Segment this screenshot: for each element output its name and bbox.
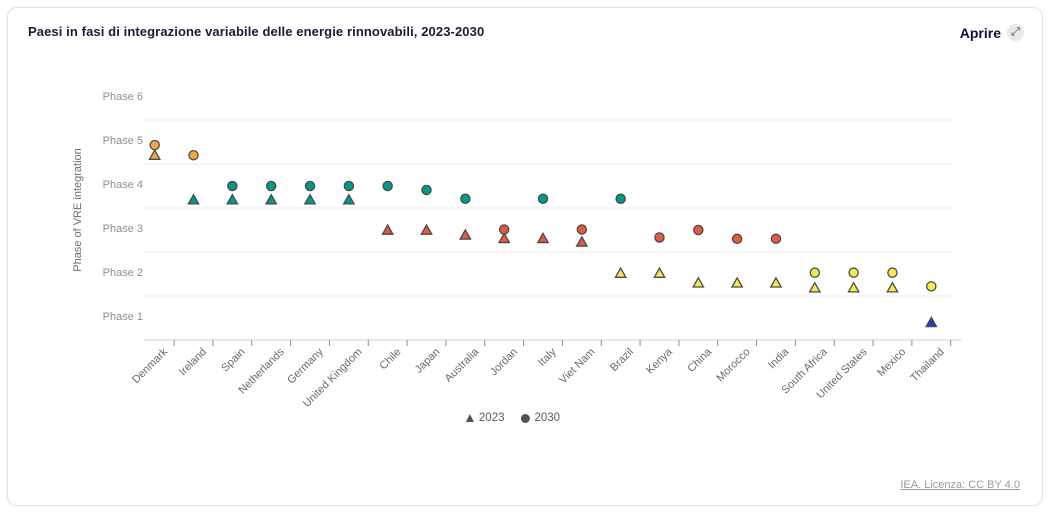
marker-2023-jordan[interactable] [497, 232, 511, 244]
chart-title: Paesi in fasi di integrazione variabile … [28, 24, 485, 39]
marker-2023-united-states[interactable] [847, 281, 860, 293]
marker-2030-italy[interactable] [537, 193, 549, 205]
marker-2030-chile[interactable] [382, 180, 393, 192]
marker-2030-united-kingdom[interactable] [343, 180, 355, 192]
chart-card: Paesi in fasi di integrazione variabile … [7, 7, 1043, 506]
marker-2023-denmark[interactable] [148, 148, 162, 161]
marker-2023-viet-nam[interactable] [575, 235, 589, 247]
marker-2030-viet-nam[interactable] [576, 224, 588, 235]
y-tick-label-phase-1: Phase 1 [102, 311, 143, 323]
marker-2030-united-states[interactable] [848, 267, 859, 278]
legend-item-2023[interactable]: 2023 [465, 412, 505, 424]
marker-2023-india[interactable] [769, 276, 783, 288]
marker-2030-australia[interactable] [460, 193, 471, 205]
marker-2030-brazil[interactable] [615, 193, 626, 205]
legend-item-2030[interactable]: 2030 [520, 412, 561, 424]
marker-2023-italy[interactable] [536, 232, 550, 244]
marker-2030-thailand[interactable] [926, 281, 937, 292]
marker-2030-china[interactable] [693, 224, 704, 236]
marker-2023-chile[interactable] [381, 223, 394, 235]
circle-marker-icon [520, 413, 530, 423]
marker-2023-mexico[interactable] [886, 281, 899, 293]
marker-2023-south-africa[interactable] [808, 281, 822, 293]
y-tick-label-phase-2: Phase 2 [102, 267, 143, 279]
license-link[interactable]: IEA. Licenza: CC BY 4.0 [900, 479, 1020, 491]
marker-2023-australia[interactable] [459, 228, 472, 240]
marker-2023-brazil[interactable] [614, 266, 627, 278]
marker-2023-japan[interactable] [420, 223, 433, 235]
marker-2030-denmark[interactable] [149, 139, 160, 151]
chart-canvas [144, 119, 961, 346]
marker-2030-kenya[interactable] [654, 232, 665, 243]
marker-2030-india[interactable] [770, 233, 782, 245]
expand-icon: ⤢ [1007, 24, 1024, 41]
y-tick-label-phase-4: Phase 4 [102, 179, 143, 191]
y-tick-label-phase-5: Phase 5 [102, 135, 143, 147]
open-button-label: Aprire [959, 24, 1001, 41]
marker-2023-netherlands[interactable] [264, 193, 278, 205]
marker-2023-thailand[interactable] [924, 316, 938, 328]
marker-2030-mexico[interactable] [887, 267, 898, 278]
marker-2023-morocco[interactable] [730, 276, 744, 288]
marker-2030-morocco[interactable] [731, 233, 743, 245]
card-header: Paesi in fasi di integrazione variabile … [8, 8, 1042, 41]
marker-2023-ireland[interactable] [187, 193, 200, 205]
marker-2030-japan[interactable] [421, 184, 432, 196]
legend-label-2023: 2023 [478, 412, 505, 424]
source-attribution: IEA. Licenza: CC BY 4.0 [900, 479, 1020, 491]
y-tick-label-phase-3: Phase 3 [102, 223, 143, 235]
legend-label-2030: 2030 [534, 412, 561, 424]
chart-legend: 2023 2030 [465, 412, 561, 424]
y-tick-label-phase-6: Phase 6 [102, 91, 143, 103]
marker-2030-ireland[interactable] [188, 149, 199, 161]
marker-2023-kenya[interactable] [653, 266, 666, 278]
marker-2030-netherlands[interactable] [265, 180, 277, 192]
marker-2030-germany[interactable] [304, 180, 316, 192]
marker-2030-south-africa[interactable] [809, 267, 821, 278]
marker-2030-jordan[interactable] [498, 224, 510, 235]
marker-2023-spain[interactable] [226, 193, 239, 205]
marker-2030-spain[interactable] [227, 180, 238, 192]
triangle-marker-icon [465, 414, 474, 422]
marker-2023-united-kingdom[interactable] [342, 193, 356, 205]
marker-2023-china[interactable] [692, 276, 705, 288]
open-button[interactable]: Aprire ⤢ [960, 24, 1024, 41]
marker-2023-germany[interactable] [303, 193, 317, 205]
